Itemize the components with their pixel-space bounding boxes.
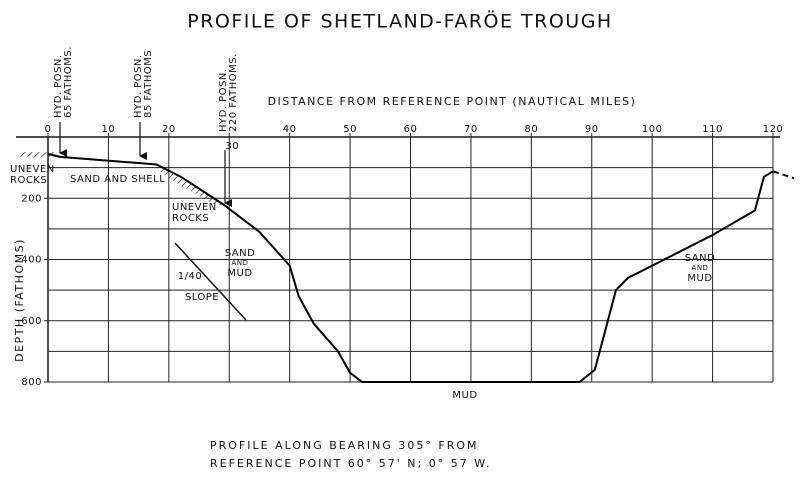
annotation: SAND bbox=[685, 253, 716, 264]
annotation: MUD bbox=[687, 273, 712, 284]
y-tick-label: 800 bbox=[21, 377, 42, 388]
annotation: HYD. POSN. bbox=[133, 54, 144, 118]
x-tick-label: 100 bbox=[642, 124, 663, 135]
x-tick-label: 110 bbox=[702, 124, 723, 135]
rock-hatch bbox=[18, 152, 55, 157]
annotation: SLOPE bbox=[185, 292, 219, 303]
x-tick-label: 20 bbox=[162, 124, 176, 135]
annotation: HYD. POSN. bbox=[53, 54, 64, 118]
y-tick-label: 400 bbox=[21, 255, 42, 266]
chart-title: PROFILE OF SHETLAND-FARÖE TROUGH bbox=[187, 10, 612, 33]
profile-extension bbox=[772, 170, 795, 180]
annotation: SAND AND SHELL bbox=[70, 174, 165, 185]
annotation: SAND bbox=[225, 248, 256, 259]
annotation: UNEVEN bbox=[10, 164, 55, 175]
annotation: AND bbox=[692, 264, 709, 272]
y-tick-label: 600 bbox=[21, 316, 42, 327]
slope-line bbox=[174, 242, 247, 321]
x-tick-label: 120 bbox=[763, 124, 784, 135]
x-tick-label: 50 bbox=[343, 124, 357, 135]
annotation: 65 FATHOMS. bbox=[63, 46, 74, 118]
x-tick-label: 70 bbox=[464, 124, 478, 135]
x-tick-label: 40 bbox=[283, 124, 297, 135]
caption: PROFILE ALONG BEARING 305° FROM bbox=[210, 439, 479, 452]
x-tick-label: 80 bbox=[524, 124, 538, 135]
annotation: UNEVEN bbox=[172, 202, 217, 213]
x-tick-label: 90 bbox=[585, 124, 599, 135]
annotation: AND bbox=[232, 259, 249, 267]
annotation: ROCKS bbox=[172, 213, 209, 224]
annotation: ROCKS bbox=[10, 175, 47, 186]
x-tick-label: 30 bbox=[225, 141, 239, 152]
y-tick-label: 200 bbox=[21, 193, 42, 204]
x-tick-label: 0 bbox=[45, 124, 52, 135]
profile-line bbox=[47, 152, 774, 383]
annotation: MUD bbox=[227, 268, 252, 279]
x-tick-label: 10 bbox=[102, 124, 116, 135]
x-axis-label: DISTANCE FROM REFERENCE POINT (NAUTICAL … bbox=[268, 95, 637, 108]
caption: REFERENCE POINT 60° 57' N; 0° 57 W. bbox=[210, 457, 491, 470]
annotation: 85 FATHOMS bbox=[143, 50, 154, 118]
annotation: 220 FATHOMS. bbox=[228, 53, 239, 132]
annotation: HYD. POSN. bbox=[218, 68, 229, 132]
y-axis-label: DEPTH (FATHOMS) bbox=[13, 238, 26, 362]
annotation: 1/40 bbox=[178, 271, 202, 282]
annotation: MUD bbox=[452, 390, 477, 401]
x-tick-label: 60 bbox=[404, 124, 418, 135]
